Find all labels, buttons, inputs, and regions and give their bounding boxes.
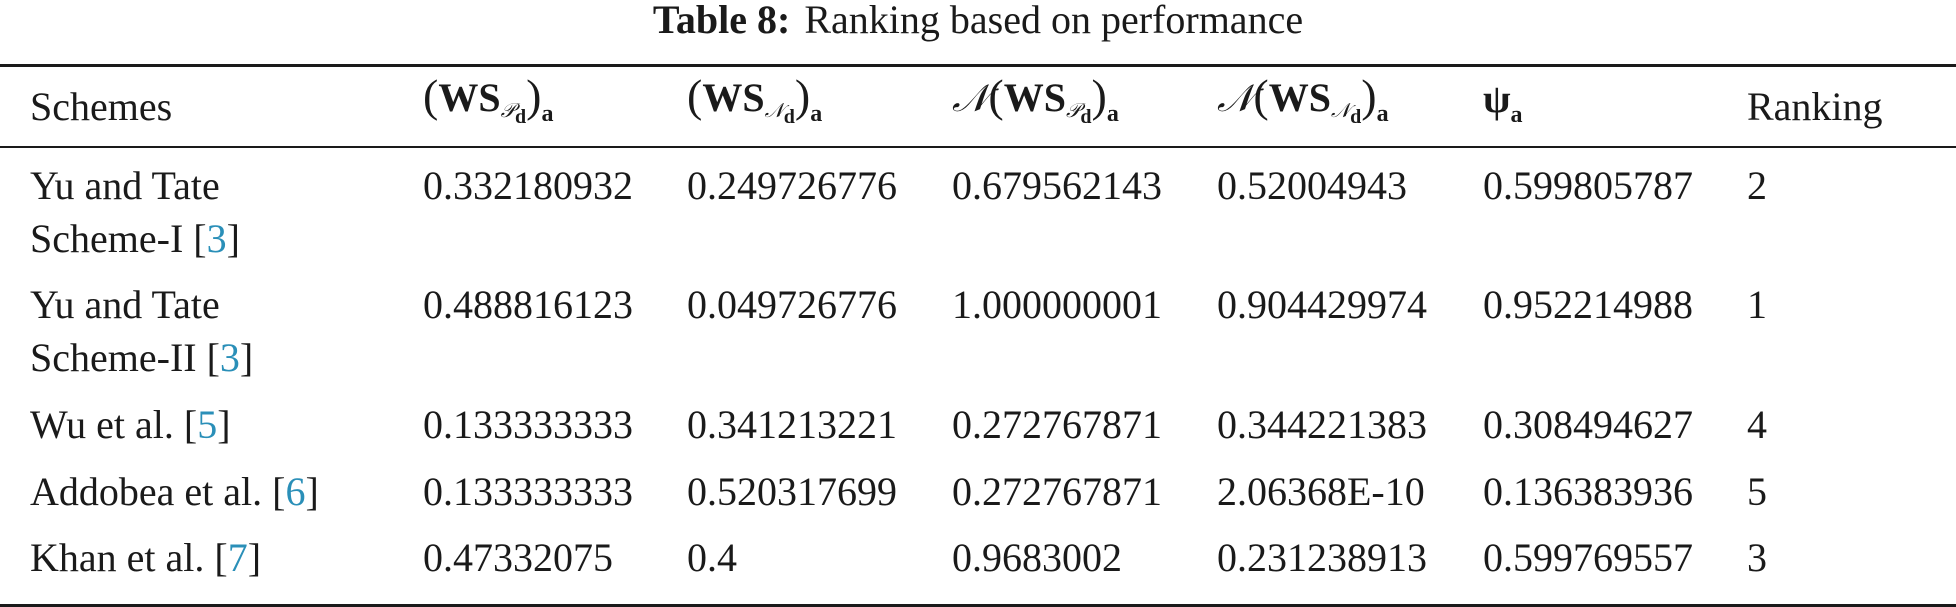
ws-n-cell: 0.341213221 <box>687 402 897 447</box>
rank-cell: 3 <box>1747 535 1767 580</box>
rank-cell: 5 <box>1747 469 1767 514</box>
ws-n-cell: 0.4 <box>687 535 737 580</box>
citation-link[interactable]: 5 <box>197 402 218 447</box>
table-row: Khan et al. [7] 0.47332075 0.4 0.9683002… <box>0 518 1956 584</box>
rank-cell: 2 <box>1747 163 1767 208</box>
ws-p-cell: 0.47332075 <box>423 535 613 580</box>
header-schemes: Schemes <box>30 84 173 129</box>
table-caption: Table 8: Ranking based on performance <box>0 0 1956 40</box>
header-norm-ws-p-a: 𝒩(WS𝒫d)a <box>952 70 1119 128</box>
table-row: Yu and Tate Scheme-II [3] 0.488816123 0.0… <box>0 265 1956 384</box>
norm-ws-p-cell: 0.272767871 <box>952 402 1162 447</box>
table-row: Wu et al. [5] 0.133333333 0.341213221 0.… <box>0 384 1956 451</box>
norm-ws-n-cell: 0.344221383 <box>1217 402 1427 447</box>
scheme-name-cell: Wu et al. [5] <box>30 402 231 447</box>
ws-p-cell: 0.332180932 <box>423 163 633 208</box>
header-ws-n-a: (WS𝒩d)a <box>687 70 823 128</box>
table-header-row: Schemes (WS𝒫d)a (WS𝒩d)a 𝒩(WS𝒫d)a 𝒩(WS𝒩d)… <box>0 67 1956 146</box>
scheme-name-cell: Khan et al. [7] <box>30 535 262 580</box>
table-row: Addobea et al. [6] 0.133333333 0.5203176… <box>0 451 1956 518</box>
rank-cell: 4 <box>1747 402 1767 447</box>
norm-ws-n-cell: 0.904429974 <box>1217 282 1427 327</box>
psi-cell: 0.599805787 <box>1483 163 1693 208</box>
header-norm-ws-n-a: 𝒩(WS𝒩d)a <box>1217 70 1389 128</box>
citation-link[interactable]: 6 <box>285 469 306 514</box>
table-caption-label: Table 8: <box>652 0 791 42</box>
scheme-name-cell: Yu and Tate Scheme-I [3] <box>30 163 240 261</box>
ws-p-cell: 0.488816123 <box>423 282 633 327</box>
ws-p-cell: 0.133333333 <box>423 469 633 514</box>
table-header-rule <box>0 146 1956 148</box>
psi-cell: 0.136383936 <box>1483 469 1693 514</box>
norm-ws-n-cell: 0.52004943 <box>1217 163 1407 208</box>
ranking-table: Schemes (WS𝒫d)a (WS𝒩d)a 𝒩(WS𝒫d)a 𝒩(WS𝒩d)… <box>0 67 1956 584</box>
citation-link[interactable]: 3 <box>206 216 227 261</box>
ws-n-cell: 0.520317699 <box>687 469 897 514</box>
psi-cell: 0.308494627 <box>1483 402 1693 447</box>
citation-link[interactable]: 3 <box>219 335 240 380</box>
ws-n-cell: 0.249726776 <box>687 163 897 208</box>
ws-n-cell: 0.049726776 <box>687 282 897 327</box>
norm-ws-p-cell: 1.000000001 <box>952 282 1162 327</box>
norm-ws-n-cell: 0.231238913 <box>1217 535 1427 580</box>
rank-cell: 1 <box>1747 282 1767 327</box>
norm-ws-p-cell: 0.272767871 <box>952 469 1162 514</box>
psi-cell: 0.599769557 <box>1483 535 1693 580</box>
scheme-name-cell: Addobea et al. [6] <box>30 469 319 514</box>
scheme-name-cell: Yu and Tate Scheme-II [3] <box>30 282 254 380</box>
table-bottom-rule <box>0 604 1956 607</box>
table-top-rule <box>0 64 1956 67</box>
ws-p-cell: 0.133333333 <box>423 402 633 447</box>
header-ranking: Ranking <box>1747 84 1883 129</box>
psi-cell: 0.952214988 <box>1483 282 1693 327</box>
header-ws-p-a: (WS𝒫d)a <box>423 70 554 128</box>
table-row: Yu and Tate Scheme-I [3] 0.332180932 0.24… <box>0 146 1956 265</box>
citation-link[interactable]: 7 <box>227 535 248 580</box>
table-caption-text: Ranking based on performance <box>804 0 1304 42</box>
norm-ws-n-cell: 2.06368E-10 <box>1217 469 1425 514</box>
header-psi-a: ψa <box>1483 75 1523 128</box>
norm-ws-p-cell: 0.679562143 <box>952 163 1162 208</box>
norm-ws-p-cell: 0.9683002 <box>952 535 1122 580</box>
